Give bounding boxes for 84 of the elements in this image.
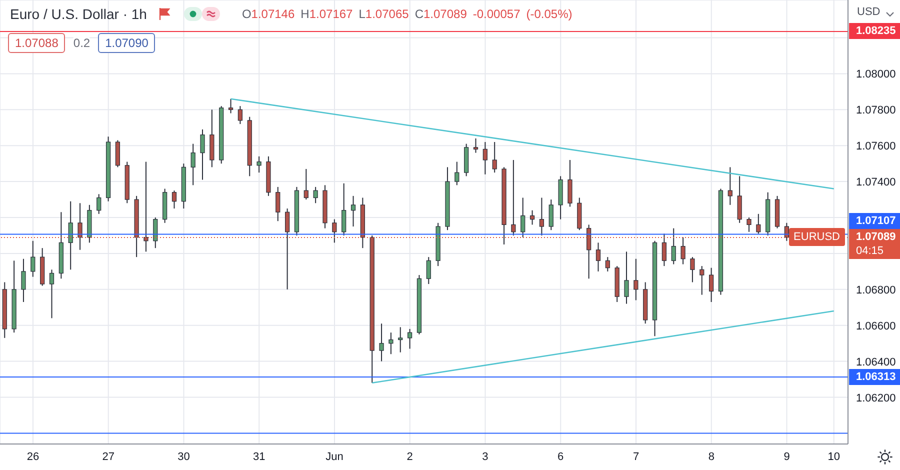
- candlestick: [737, 176, 742, 224]
- candlestick: [511, 159, 516, 236]
- x-tick-label: 27: [102, 450, 114, 463]
- candlestick: [285, 208, 290, 290]
- ref-line-label: 1.07107: [849, 213, 900, 230]
- candlestick: [342, 182, 346, 236]
- x-tick-label: 30: [178, 450, 190, 463]
- annotation: EURUSD: [788, 228, 845, 246]
- text: O1.07146 H1.07167 L1.07065 C1.07089 -0.00057 (-0.05%): [242, 7, 572, 21]
- x-tick-label: 7: [632, 450, 640, 463]
- candlestick: [21, 258, 26, 302]
- candlestick: [200, 128, 205, 180]
- candlestick: [256, 156, 262, 174]
- candlestick: [332, 218, 337, 244]
- candlestick: [520, 197, 526, 238]
- candlestick: [568, 159, 572, 208]
- candlestick: [172, 190, 177, 210]
- y-axis-title: USD: [857, 6, 880, 18]
- x-tick-label: 10: [828, 450, 840, 463]
- candlestick: [144, 161, 148, 252]
- candlestick: [530, 210, 535, 226]
- candlestick: [756, 213, 761, 234]
- x-tick-label: 26: [26, 450, 40, 463]
- candlestick: [492, 142, 497, 174]
- candlestick: [49, 269, 54, 319]
- candlestick: [690, 256, 695, 283]
- candlestick: [454, 161, 460, 186]
- candlestick: [115, 140, 120, 168]
- x-tick-label: 9: [784, 450, 790, 463]
- candlestick: [238, 106, 242, 125]
- candlestick: [407, 328, 412, 350]
- candlestick: [605, 256, 610, 272]
- candlestick: [634, 258, 638, 301]
- candlestick: [680, 236, 686, 265]
- candlestick: [398, 326, 403, 353]
- text: 04:15: [849, 245, 900, 260]
- x-tick-label: 8: [708, 450, 714, 463]
- candlestick: [746, 217, 752, 232]
- y-tick-label: 1.07400: [856, 176, 896, 189]
- candlestick: [426, 256, 431, 285]
- candlestick: [728, 166, 732, 206]
- y-tick-label: 1.06800: [856, 284, 896, 296]
- text: Euro / U.S. Dollar · 1h: [10, 6, 147, 22]
- candlestick: [473, 138, 478, 154]
- y-tick-label: 1.07800: [856, 104, 896, 117]
- candlestick: [379, 323, 384, 362]
- ref-line-label: 1.06313: [849, 368, 900, 385]
- candlestick: [671, 228, 676, 265]
- ref-line-label: 1.08235: [849, 23, 900, 40]
- candlestick: [662, 233, 666, 267]
- candlestick: [586, 224, 592, 280]
- candlestick: [709, 267, 714, 302]
- candlestick: [548, 199, 554, 231]
- candlestick: [596, 242, 601, 272]
- candlestick: [276, 186, 280, 222]
- candlestick: [96, 194, 102, 214]
- candlestick: [350, 195, 356, 227]
- candlestick: [228, 98, 234, 114]
- candlestick: [190, 143, 196, 186]
- candlestick: [482, 142, 488, 175]
- y-tick-label: 1.06400: [856, 356, 896, 368]
- y-tick-label: 1.06600: [856, 320, 896, 332]
- x-tick-label: 2: [406, 450, 413, 463]
- candlestick: [30, 240, 36, 278]
- annotation: 1.07090: [98, 32, 156, 52]
- candlestick: [388, 332, 394, 355]
- candlestick: [313, 186, 318, 204]
- x-tick-label: 3: [482, 450, 488, 463]
- candlestick: [539, 197, 544, 236]
- ref-line-label: 1.07089: [849, 229, 900, 246]
- candlestick: [153, 217, 158, 249]
- x-tick-label: 31: [252, 450, 266, 463]
- candlestick: [78, 202, 82, 250]
- y-tick-label: 1.08000: [856, 68, 896, 81]
- y-tick-label: 1.07600: [856, 140, 896, 153]
- y-tick-label: 1.06200: [856, 392, 896, 404]
- candlestick: [304, 168, 308, 200]
- x-tick-label: 6: [558, 450, 564, 463]
- annotation: 1.07088: [8, 32, 66, 52]
- annotation: 0.2: [73, 36, 90, 50]
- x-tick-label: Jun: [326, 450, 344, 463]
- candlestick: [68, 200, 73, 270]
- candlestick: [700, 266, 704, 296]
- candlestick: [624, 251, 629, 304]
